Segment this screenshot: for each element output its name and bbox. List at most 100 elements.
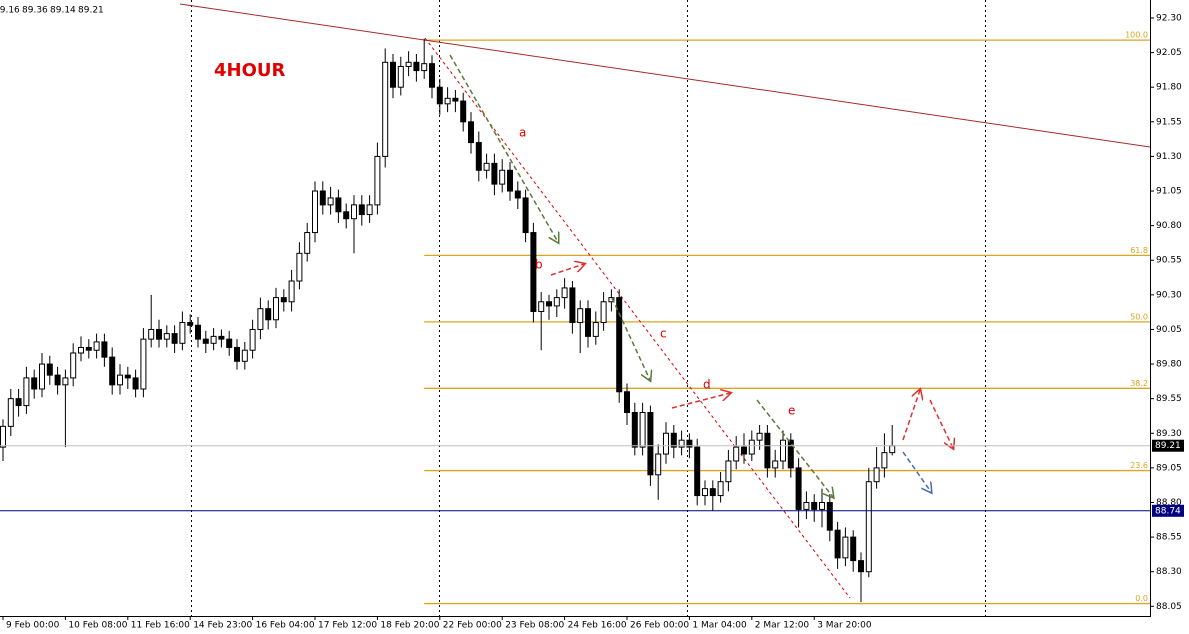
candle-body <box>756 432 763 441</box>
bid-label: 89.21 <box>1155 441 1181 451</box>
forecast-arrows <box>449 54 953 497</box>
candle-body <box>273 297 279 321</box>
candle-body <box>54 374 61 386</box>
candle-body <box>733 446 740 462</box>
candle-body <box>819 501 825 510</box>
candle-body <box>156 328 162 340</box>
wave-label: c <box>660 327 667 341</box>
candle-body <box>327 197 334 206</box>
candle-body <box>826 501 833 531</box>
candle-body <box>429 63 435 88</box>
candle-body <box>873 467 880 483</box>
candle-body <box>538 301 545 312</box>
y-tick-label: 89.55 <box>1156 394 1182 404</box>
ohlc-value: 89.16 <box>0 6 20 16</box>
x-tick-label: 10 Feb 08:00 <box>68 621 127 631</box>
candle-body <box>101 341 108 358</box>
fib-levels: 100.0 61.8 50.0 38.2 23.6 0.0 <box>424 31 1150 605</box>
y-axis-area <box>1150 0 1189 634</box>
candle-body <box>741 446 747 455</box>
candle-body <box>787 439 794 469</box>
candle-body <box>561 287 568 299</box>
y-tick-label: 90.05 <box>1156 325 1182 335</box>
candle-body <box>624 391 630 414</box>
candle-body <box>109 356 116 386</box>
x-tick-label: 16 Feb 04:00 <box>256 621 315 631</box>
candle-body <box>62 377 69 386</box>
candle-body <box>163 333 170 340</box>
candle-body <box>616 297 623 393</box>
x-tick-label: 2 Mar 12:00 <box>755 621 810 631</box>
fib-label: 61.8 <box>1130 246 1148 255</box>
candle-body <box>585 308 591 337</box>
candle-body <box>507 169 513 192</box>
candle-body <box>709 488 716 497</box>
candle-body <box>124 374 131 379</box>
x-tick-label: 11 Feb 16:00 <box>131 621 190 631</box>
candle-body <box>803 501 810 510</box>
fib-label: 23.6 <box>1130 461 1148 470</box>
candle-body <box>382 61 389 157</box>
candle-body <box>491 162 498 185</box>
candle-body <box>421 63 428 72</box>
x-tick-label: 26 Feb 00:00 <box>630 621 689 631</box>
candle-body <box>608 297 615 303</box>
candle-body <box>241 349 248 362</box>
y-tick-label: 88.55 <box>1156 533 1182 543</box>
y-tick-label: 88.80 <box>1156 498 1182 508</box>
candle-body <box>592 322 599 337</box>
y-tick-label: 89.80 <box>1156 360 1182 370</box>
candle-body <box>234 346 240 362</box>
candle-body <box>600 301 607 324</box>
candle-body <box>15 398 22 407</box>
y-tick-label: 89.30 <box>1156 429 1182 439</box>
fib-label: 100.0 <box>1125 31 1148 40</box>
fib-label: 50.0 <box>1130 312 1148 321</box>
candle-body <box>319 190 326 206</box>
timeframe-label: 4HOUR <box>214 60 286 81</box>
candle-body <box>210 335 217 344</box>
y-tick-label: 88.05 <box>1156 602 1182 612</box>
y-tick-label: 91.55 <box>1156 117 1182 127</box>
candle-body <box>865 481 872 573</box>
x-tick-label: 17 Feb 12:00 <box>318 621 377 631</box>
candle-body <box>881 452 888 469</box>
candle-body <box>39 363 45 390</box>
candle-body <box>304 232 311 254</box>
candle-body <box>530 232 537 312</box>
candle-body <box>132 377 139 390</box>
candle-body <box>265 308 272 321</box>
candle-body <box>842 536 849 559</box>
y-tick-label: 91.05 <box>1156 187 1182 197</box>
candle-body <box>351 204 357 220</box>
candle-body <box>663 432 669 455</box>
candle-body <box>499 169 506 185</box>
candle-body <box>195 324 201 340</box>
ohlc-value: 89.36 <box>22 6 48 16</box>
x-tick-label: 14 Feb 23:00 <box>193 621 252 631</box>
candle-body <box>850 536 857 562</box>
candle-body <box>468 121 474 144</box>
candle-body <box>834 529 841 559</box>
candle-body <box>772 460 779 469</box>
candle-body <box>811 501 818 510</box>
candle-body <box>7 398 14 427</box>
candle-body <box>374 155 381 206</box>
y-tick-label: 90.80 <box>1156 221 1182 231</box>
x-tick-label: 18 Feb 20:00 <box>380 621 439 631</box>
candle-body <box>312 190 318 234</box>
y-tick-label: 90.30 <box>1156 290 1182 300</box>
candle-body <box>694 446 701 497</box>
ohlc-value: 89.21 <box>78 6 104 16</box>
ohlc-value: 89.14 <box>50 6 76 16</box>
x-tick-label: 1 Mar 04:00 <box>692 621 747 631</box>
candle-body <box>218 335 225 340</box>
candle-body <box>202 338 209 344</box>
x-axis-area <box>0 616 1189 634</box>
candle-body <box>686 439 693 448</box>
y-tick-label: 91.80 <box>1156 83 1182 93</box>
candle-body <box>249 328 256 351</box>
candle-body <box>475 142 482 171</box>
